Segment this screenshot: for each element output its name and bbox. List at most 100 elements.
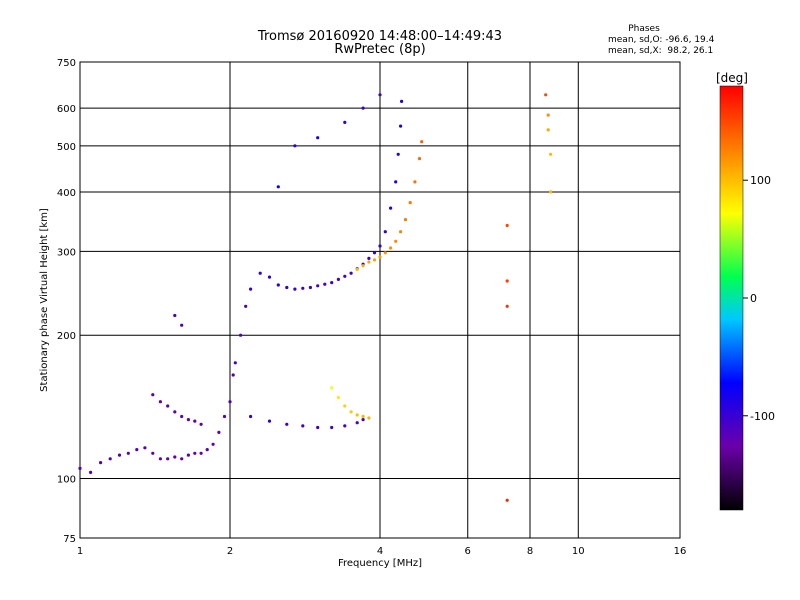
y-tick-label: 400 xyxy=(57,188,76,199)
data-point xyxy=(399,124,403,128)
data-point xyxy=(166,404,170,408)
data-point xyxy=(316,425,320,430)
data-point xyxy=(336,395,340,400)
data-point xyxy=(267,275,272,279)
data-point xyxy=(316,136,320,140)
data-point xyxy=(372,258,377,262)
data-point xyxy=(276,283,280,287)
data-point xyxy=(258,271,262,275)
data-point xyxy=(355,421,359,425)
data-point xyxy=(180,323,184,327)
data-point xyxy=(378,244,382,248)
data-point xyxy=(378,93,382,97)
data-point xyxy=(330,425,334,430)
data-point xyxy=(293,144,297,148)
data-point xyxy=(199,422,203,426)
data-point xyxy=(413,180,417,184)
data-point xyxy=(233,361,237,365)
data-point xyxy=(217,430,221,434)
x-tick-label: 16 xyxy=(674,546,687,557)
x-axis-ticks: 1 2 4 6 8 10 16 xyxy=(77,546,687,557)
data-point xyxy=(420,140,424,144)
data-point xyxy=(239,333,243,337)
data-point xyxy=(228,400,232,404)
data-point xyxy=(222,414,227,419)
data-point xyxy=(400,99,404,103)
data-point xyxy=(343,120,347,124)
grid-lines xyxy=(80,62,680,538)
phase-stats-x: mean, sd,X: 98.2, 26.1 xyxy=(608,46,713,56)
data-point xyxy=(355,413,359,417)
data-point xyxy=(249,414,253,419)
y-tick-label: 100 xyxy=(57,475,76,486)
y-tick-label: 200 xyxy=(57,331,76,342)
data-points xyxy=(78,93,553,502)
data-point xyxy=(244,304,248,308)
data-point xyxy=(199,451,203,455)
data-point xyxy=(546,128,550,132)
data-point xyxy=(135,448,139,452)
data-point xyxy=(186,453,190,457)
data-point xyxy=(361,414,365,419)
data-point xyxy=(505,279,509,283)
data-point xyxy=(343,424,347,428)
data-point xyxy=(408,201,412,205)
data-point xyxy=(396,152,400,156)
data-point xyxy=(301,424,305,428)
data-point xyxy=(367,416,371,420)
data-point xyxy=(173,410,177,414)
y-tick-label: 300 xyxy=(57,247,76,258)
data-point xyxy=(276,185,280,189)
data-point xyxy=(367,256,371,260)
data-point xyxy=(361,418,365,422)
colorbar-tick-label: -100 xyxy=(750,410,775,423)
data-point xyxy=(180,414,184,419)
data-point xyxy=(301,286,305,290)
data-point xyxy=(151,451,155,455)
x-tick-label: 2 xyxy=(227,546,233,557)
data-point xyxy=(158,457,162,461)
data-point xyxy=(99,461,103,465)
data-point xyxy=(330,281,334,285)
data-point xyxy=(143,446,147,450)
colorbar-gradient xyxy=(719,85,744,511)
x-tick-label: 6 xyxy=(465,546,471,557)
y-tick-label: 600 xyxy=(57,104,76,115)
phase-stats-label: Phases xyxy=(628,24,660,34)
data-point xyxy=(399,230,403,234)
data-point xyxy=(316,284,320,288)
data-point xyxy=(308,285,312,290)
plot-area: 1 2 4 6 8 10 16 75 100 200 300 400 500 600 750 xyxy=(57,58,686,557)
data-point xyxy=(285,285,289,290)
colorbar: [deg] 100 0 -100 xyxy=(716,71,775,511)
data-point xyxy=(231,373,235,377)
x-tick-label: 10 xyxy=(572,546,585,557)
y-tick-label: 500 xyxy=(57,142,76,153)
data-point xyxy=(205,448,209,452)
data-point xyxy=(389,206,393,210)
data-point xyxy=(193,419,197,423)
phase-stats-o: mean, sd,O: -96.6, 19.4 xyxy=(608,35,715,45)
data-point xyxy=(367,260,371,264)
data-point xyxy=(180,457,184,461)
data-point xyxy=(173,313,177,318)
data-point xyxy=(343,274,347,278)
x-tick-label: 8 xyxy=(527,546,533,557)
data-point xyxy=(151,393,155,397)
data-point xyxy=(549,152,553,156)
data-point xyxy=(355,267,359,271)
data-point xyxy=(505,304,509,308)
y-tick-label: 750 xyxy=(57,58,76,69)
data-point xyxy=(285,422,289,426)
data-point xyxy=(249,287,253,291)
data-point xyxy=(158,400,162,404)
y-tick-label: 75 xyxy=(63,534,76,545)
data-point xyxy=(378,255,382,259)
data-point xyxy=(343,404,347,408)
data-point xyxy=(211,442,215,446)
data-point xyxy=(336,277,340,281)
chart-subtitle: RwPretec (8p) xyxy=(334,42,425,57)
y-axis-ticks: 75 100 200 300 400 500 600 750 xyxy=(57,58,76,545)
data-point xyxy=(361,106,365,110)
